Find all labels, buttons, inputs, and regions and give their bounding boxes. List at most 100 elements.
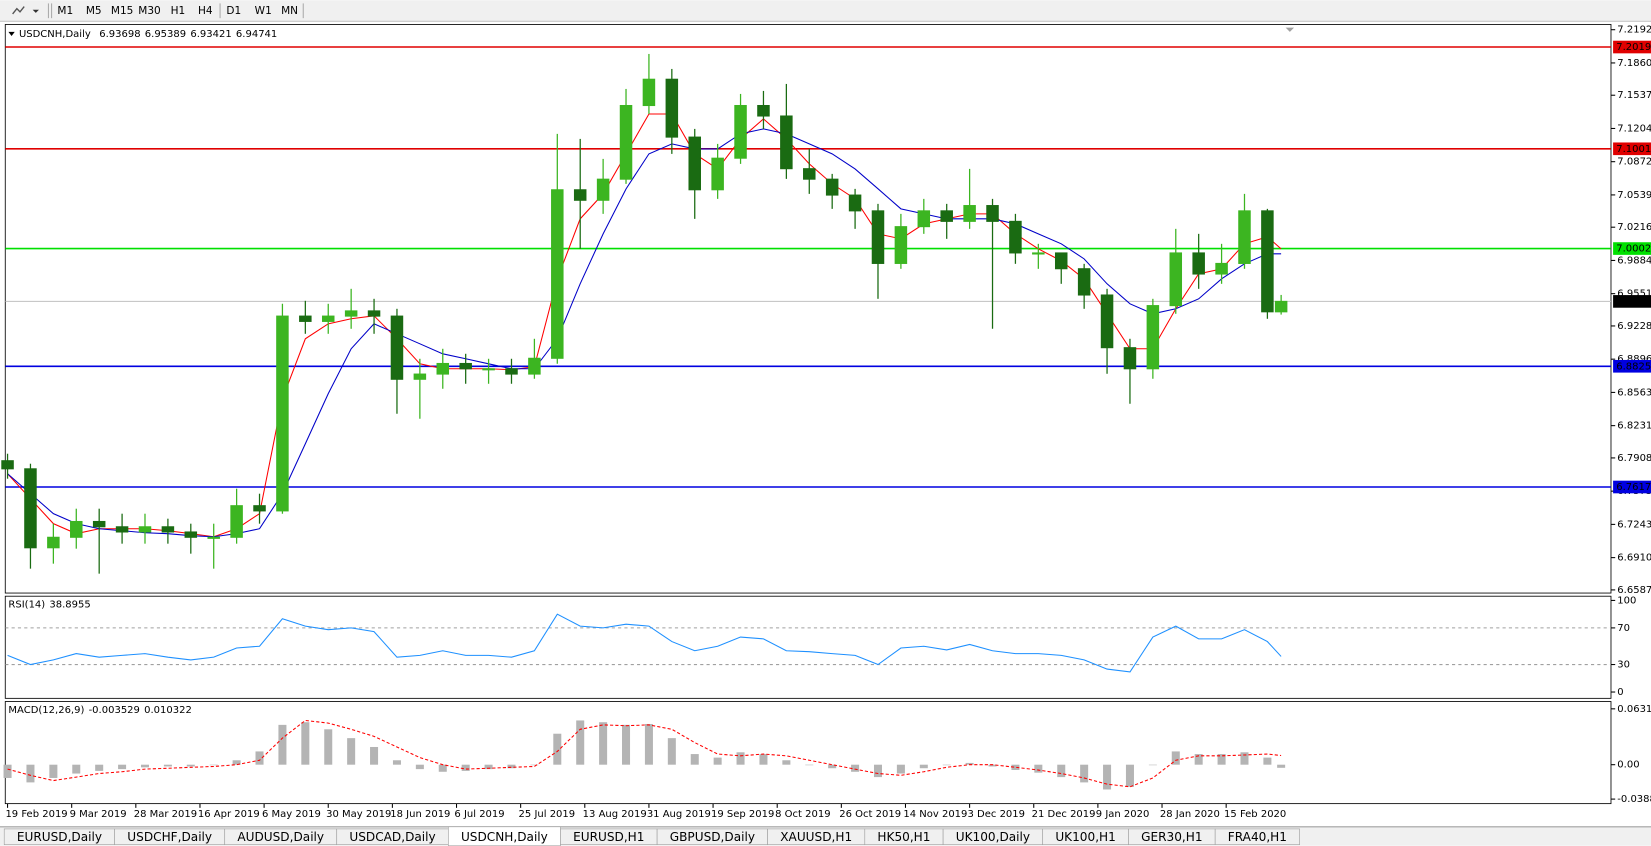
candle-body [1100, 294, 1114, 349]
timeframe-button[interactable]: H1 [171, 5, 186, 17]
moving-average [7, 128, 1282, 538]
candle-body [871, 210, 885, 264]
tab[interactable]: UK100,Daily [942, 828, 1044, 846]
y-tick-label: 0.063113 [1617, 704, 1651, 715]
tab-label[interactable]: XAUUSD,H1 [780, 830, 852, 844]
candle-body [505, 368, 518, 375]
candle-body [665, 78, 679, 138]
timeframe-button[interactable]: D1 [226, 5, 241, 17]
tab[interactable]: EURUSD,H1 [560, 828, 658, 846]
tab[interactable]: HK50,H1 [864, 828, 944, 846]
macd-bar [965, 762, 974, 765]
candle-body [894, 226, 908, 264]
y-tick-label: -0.038873 [1617, 794, 1651, 805]
x-tick-label: 9 Jan 2020 [1096, 809, 1150, 820]
x-tick-label: 31 Aug 2019 [647, 809, 711, 820]
level-tag-label: 6.76171 [1616, 482, 1651, 493]
tab[interactable]: USDCNH,Daily [448, 826, 561, 846]
candle-body [757, 104, 770, 117]
timeframe-button[interactable]: MN [281, 5, 298, 17]
macd-bar [1080, 764, 1089, 783]
tab-label[interactable]: HK50,H1 [877, 830, 930, 844]
tab[interactable]: GBPUSD,Daily [656, 828, 768, 846]
timeframe-button[interactable]: H4 [198, 5, 213, 17]
x-tick-label: 3 Dec 2019 [968, 809, 1026, 820]
candle-body [299, 315, 312, 322]
header-price: 6.93698 [99, 29, 140, 40]
macd-bar [484, 764, 493, 770]
tab-label[interactable]: AUDUSD,Daily [237, 830, 324, 844]
y-tick-label: 7.21925 [1617, 25, 1651, 36]
timeframe-button[interactable]: M1 [57, 5, 73, 17]
chart-tool-icon[interactable] [12, 6, 25, 15]
y-tick-label: 6.98840 [1617, 255, 1651, 266]
timeframe-button[interactable]: M30 [138, 5, 160, 17]
dropdown-arrow[interactable] [32, 9, 39, 13]
candle-body [161, 526, 175, 533]
y-tick-label: 70 [1617, 623, 1630, 634]
level-tag-label: 6.88250 [1616, 361, 1651, 372]
x-tick-label: 21 Dec 2019 [1032, 809, 1096, 820]
tab-label[interactable]: USDCNH,Daily [461, 830, 548, 844]
candle-body [551, 189, 564, 359]
macd-bar [782, 760, 791, 765]
tab[interactable]: UK100,H1 [1042, 828, 1129, 846]
timeframe-button[interactable]: W1 [255, 5, 272, 17]
header-price: 6.93421 [190, 29, 231, 40]
macd-bar [186, 764, 195, 767]
tab-label[interactable]: GER30,H1 [1141, 830, 1202, 844]
timeframe-button[interactable]: M15 [111, 5, 133, 17]
macd-bar [851, 764, 860, 772]
tab[interactable]: USDCHF,Daily [114, 828, 226, 846]
candle-body [848, 194, 862, 212]
candle-body [803, 168, 816, 180]
macd-bar [713, 757, 722, 765]
candle-body [459, 362, 472, 370]
level-tag [1613, 142, 1651, 156]
header-price: 6.94741 [236, 29, 277, 40]
x-tick-label: 28 Jan 2020 [1160, 809, 1220, 820]
tab-label[interactable]: EURUSD,H1 [573, 830, 644, 844]
macd-bar [873, 764, 882, 778]
candle-body [92, 520, 106, 528]
macd-bar [1240, 752, 1249, 765]
candle-body [1215, 262, 1228, 275]
y-tick-label: 6.92285 [1617, 321, 1651, 332]
macd-bar [255, 751, 264, 765]
candle-body [940, 210, 953, 222]
tab-label[interactable]: FRA40,H1 [1228, 830, 1287, 844]
header-arrow[interactable] [8, 31, 15, 37]
x-tick-label: 19 Sep 2019 [711, 809, 774, 820]
tab[interactable]: FRA40,H1 [1214, 828, 1300, 846]
tab-label[interactable]: USDCAD,Daily [349, 830, 435, 844]
tab-label[interactable]: UK100,H1 [1055, 830, 1116, 844]
macd-bar [1011, 764, 1020, 771]
macd-bar [896, 764, 905, 774]
tab[interactable]: EURUSD,Daily [3, 828, 115, 846]
tab-label[interactable]: GBPUSD,Daily [670, 830, 755, 844]
candle-body [619, 104, 633, 180]
candle-body [528, 357, 541, 375]
tab[interactable]: AUDUSD,Daily [224, 828, 338, 846]
tab[interactable]: XAUUSD,H1 [767, 828, 866, 846]
candle-body [1274, 300, 1288, 313]
candle-body [1077, 268, 1091, 296]
tab-label[interactable]: UK100,Daily [956, 830, 1030, 844]
candle-body [230, 505, 243, 538]
toolbar: M1 M5 M15 M30 H1 H4 D1 W1 MN [0, 0, 1651, 22]
tab-bg[interactable] [1214, 828, 1300, 846]
x-tick-label: 16 Apr 2019 [198, 809, 260, 820]
level-tag [1613, 40, 1651, 54]
macd-bar [1217, 754, 1226, 765]
tab-label[interactable]: EURUSD,Daily [17, 830, 102, 844]
timeframe-button[interactable]: M5 [86, 5, 102, 17]
macd-bar [324, 729, 333, 765]
tab[interactable]: GER30,H1 [1128, 828, 1216, 846]
tab-label[interactable]: USDCHF,Daily [127, 830, 212, 844]
macd-bar [805, 764, 814, 766]
macd-bar [209, 764, 218, 766]
last-price-label: 6.94741 [1616, 296, 1651, 307]
y-tick-label: 100 [1617, 595, 1636, 606]
tab[interactable]: USDCAD,Daily [336, 828, 449, 846]
